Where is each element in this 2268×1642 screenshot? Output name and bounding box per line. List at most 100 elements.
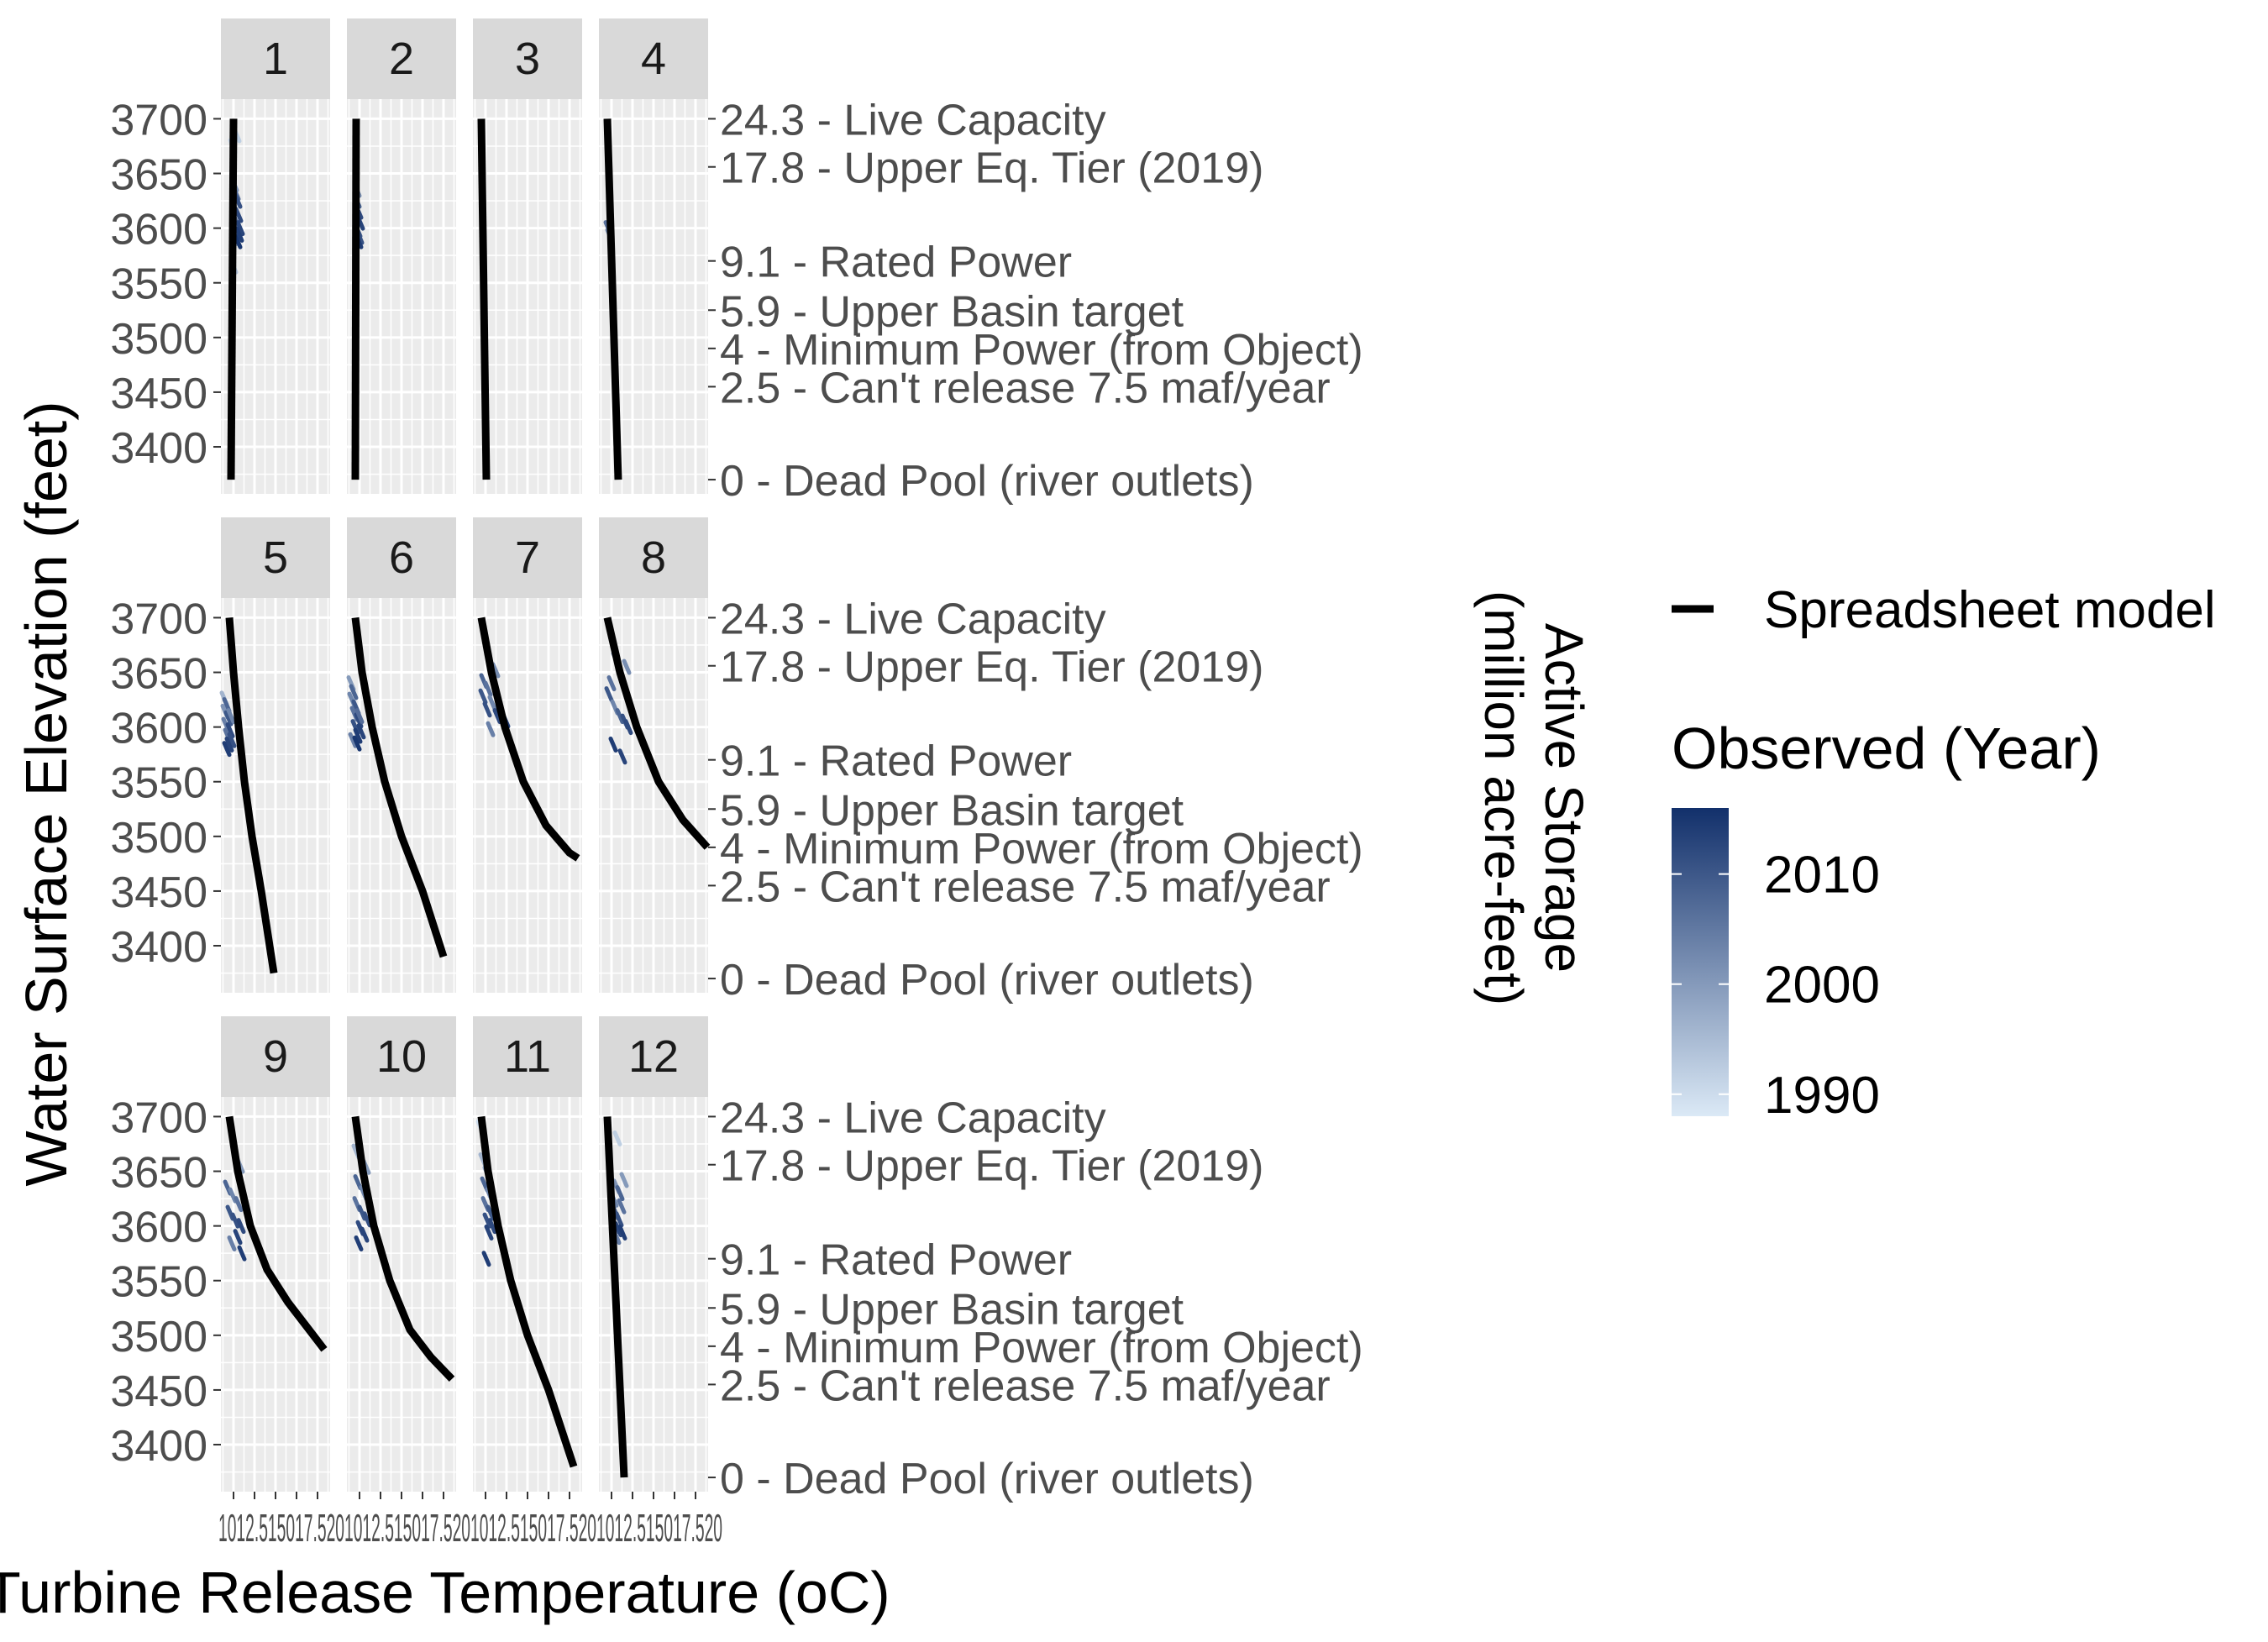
legend-line-label: Spreadsheet model — [1764, 581, 2216, 639]
facet-strip — [599, 1016, 708, 1097]
observed-point — [234, 207, 244, 223]
observed-point — [604, 686, 614, 703]
facet-strip — [347, 18, 456, 99]
y-tick-label: 3450 — [110, 370, 207, 418]
observed-point — [235, 220, 245, 237]
y-tick-label: 3650 — [110, 1149, 207, 1198]
observed-point — [606, 675, 617, 692]
secondary-tick-label: 2.5 - Can't release 7.5 maf/year — [720, 863, 1331, 911]
observed-point — [234, 1196, 244, 1213]
observed-point — [352, 735, 362, 752]
y-axis-title: Water Surface Elevation (feet) — [13, 401, 79, 1186]
observed-point — [227, 732, 237, 748]
facet-panel-1: 1 — [221, 18, 330, 494]
facet-strip-label: 2 — [389, 34, 414, 84]
observed-point — [619, 1172, 629, 1188]
facet-panel-8: 8 — [599, 517, 711, 993]
secondary-tick-label: 5.9 - Upper Basin target — [720, 786, 1184, 835]
y-tick-label: 3500 — [110, 814, 207, 863]
legend-color-title: Observed (Year) — [1672, 716, 2101, 781]
observed-point — [234, 226, 244, 243]
observed-point — [482, 1212, 492, 1229]
model-line — [227, 118, 238, 480]
model-line — [603, 118, 622, 480]
secondary-tick-label: 0 - Dead Pool (river outlets) — [720, 1455, 1254, 1503]
observed-point — [617, 748, 627, 765]
secondary-tick-label: 24.3 - Live Capacity — [720, 1094, 1106, 1142]
y-tick-label: 3650 — [110, 151, 207, 200]
observed-point — [484, 1224, 494, 1241]
observed-point — [230, 1212, 240, 1229]
observed-point — [349, 684, 359, 700]
observed-point — [617, 1224, 627, 1241]
facet-panel-2: 2 — [347, 18, 456, 494]
facet-panel-12: 12 — [599, 1016, 708, 1492]
model-line — [477, 118, 491, 480]
observed-point — [348, 732, 358, 748]
y-tick-label: 3400 — [110, 424, 207, 473]
observed-point — [227, 1235, 237, 1251]
observed-point — [617, 1198, 627, 1214]
observed-point — [223, 710, 234, 727]
model-line — [351, 118, 360, 480]
y-tick-label: 3450 — [110, 868, 207, 917]
observed-point — [615, 708, 625, 725]
secondary-tick-label: 2.5 - Can't release 7.5 maf/year — [720, 1361, 1331, 1410]
secondary-tick-label: 17.8 - Upper Eq. Tier (2019) — [720, 144, 1263, 193]
observed-point — [354, 708, 365, 725]
facet-strip-label: 4 — [641, 34, 666, 84]
observed-point — [486, 1204, 496, 1221]
colorbar-tick-label: 2010 — [1764, 847, 1880, 905]
observed-point — [482, 701, 492, 718]
facet-strip — [473, 517, 582, 598]
facet-strip-label: 12 — [628, 1031, 679, 1082]
facet-panel-7: 7 — [473, 517, 582, 993]
model-line — [603, 616, 711, 850]
facet-strip — [473, 1016, 582, 1097]
y-tick-label: 3550 — [110, 260, 207, 309]
secondary-tick-label: 0 - Dead Pool (river outlets) — [720, 457, 1254, 506]
observed-point — [224, 736, 234, 753]
facet-panel-10: 10 — [347, 1016, 456, 1492]
facet-strip-label: 9 — [263, 1031, 288, 1082]
legend-colorbar — [1672, 808, 1729, 1116]
facet-strip-label: 8 — [641, 532, 666, 583]
observed-point — [226, 708, 236, 725]
y-tick-label: 3400 — [110, 923, 207, 972]
y-tick-label: 3400 — [110, 1422, 207, 1471]
observed-point — [478, 688, 488, 705]
facet-panel-9: 9 — [221, 1016, 330, 1492]
secondary-tick-label: 24.3 - Live Capacity — [720, 595, 1106, 643]
facet-strip — [599, 517, 708, 598]
y-tick-label: 3700 — [110, 96, 207, 144]
observed-point — [354, 1235, 364, 1251]
model-line — [351, 1115, 455, 1382]
facet-strip-label: 11 — [504, 1031, 551, 1082]
facet-strip-label: 7 — [515, 532, 540, 583]
observed-point — [613, 1221, 623, 1238]
y-tick-label: 3700 — [110, 595, 207, 643]
facet-strip-label: 3 — [515, 34, 540, 84]
model-line — [225, 617, 278, 974]
axes: 3700 3650 3600 3550 3500 3450 3400 24.3 - Live … — [110, 96, 1362, 1550]
secondary-tick-label: 9.1 - Rated Power — [720, 1236, 1072, 1285]
observed-point — [225, 722, 235, 739]
model-line — [603, 1116, 628, 1478]
facet-strip — [221, 18, 330, 99]
legend: Spreadsheet model Observed (Year) 2010 20… — [1672, 581, 2216, 1125]
model-line — [477, 616, 580, 862]
colorbar-tick-label: 2000 — [1764, 957, 1880, 1015]
x-tick-labels: 1012.515017.520 — [344, 1506, 470, 1550]
facet-strip-label: 10 — [376, 1031, 427, 1082]
secondary-tick-label: 4 - Minimum Power (from Object) — [720, 825, 1363, 873]
observed-point — [614, 1211, 624, 1228]
observed-point — [622, 658, 632, 675]
y-tick-label: 3600 — [110, 705, 207, 753]
y-tick-label: 3500 — [110, 315, 207, 364]
secondary-tick-label: 5.9 - Upper Basin target — [720, 287, 1184, 336]
facet-strip — [221, 1016, 330, 1097]
x-axis-title: Turbine Release Temperature (oC) — [0, 1560, 890, 1625]
observed-point — [360, 1226, 370, 1243]
secondary-tick-label: 0 - Dead Pool (river outlets) — [720, 956, 1254, 1005]
